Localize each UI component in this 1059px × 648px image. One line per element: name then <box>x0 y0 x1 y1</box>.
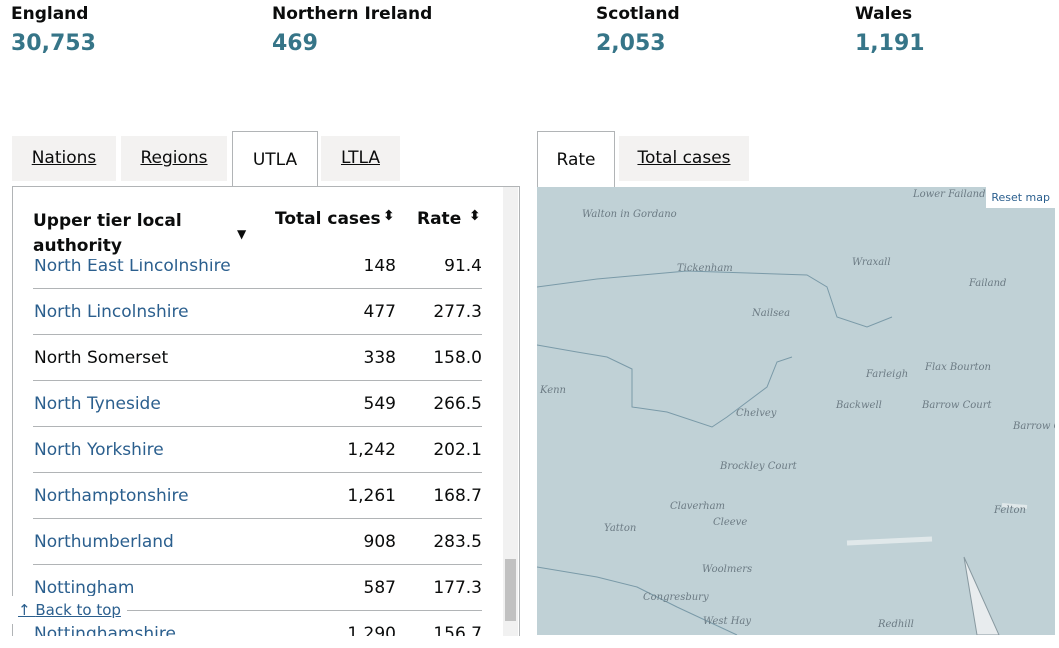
tab[interactable]: Total cases <box>619 136 749 181</box>
map-label: Congresbury <box>643 592 709 603</box>
tab[interactable]: Rate <box>537 131 615 188</box>
arrow-icon: ↑ <box>18 601 36 619</box>
tab[interactable]: Regions <box>121 136 227 181</box>
total-cases: 908 <box>363 532 396 552</box>
total-cases: 1,242 <box>347 440 396 460</box>
table-row: Nottinghamshire 1,290 156.7 <box>33 611 482 636</box>
map[interactable]: Lower Failand Walton in Gordano Tickenham W… <box>537 187 1055 635</box>
header-cases[interactable]: Total cases <box>275 209 381 229</box>
map-label: Yatton <box>604 523 636 534</box>
total-cases: 587 <box>363 578 396 598</box>
back-to-top-text[interactable]: Back to top <box>35 601 121 619</box>
area-link[interactable]: North Yorkshire <box>34 440 164 460</box>
nation: England 30,753 <box>11 4 96 56</box>
tab[interactable]: UTLA <box>232 131 318 188</box>
map-label: Claverham <box>670 501 725 512</box>
header-rate[interactable]: Rate <box>417 209 462 229</box>
area-link[interactable]: Nottinghamshire <box>34 624 176 636</box>
nation-value: 469 <box>272 31 318 56</box>
total-cases: 549 <box>363 394 396 414</box>
nation-value: 30,753 <box>11 31 96 56</box>
sort-icon: ⬍ <box>469 208 481 224</box>
map-label: Tickenham <box>677 263 733 274</box>
nation: Scotland 2,053 <box>596 4 680 56</box>
nation: Northern Ireland 469 <box>272 4 432 56</box>
table-row: Nottingham 587 177.3 <box>33 565 482 611</box>
table-row: North Somerset 338 158.0 <box>33 335 482 381</box>
map-label: Lower Failand <box>912 189 986 200</box>
rate: 177.3 <box>433 578 482 598</box>
sort-icon: ⬍ <box>383 208 395 224</box>
map-label: Redhill <box>877 619 914 630</box>
total-cases: 477 <box>363 302 396 322</box>
map-label: West Hay <box>703 616 751 627</box>
area-link[interactable]: Nottingham <box>34 578 135 598</box>
rate: 277.3 <box>433 302 482 322</box>
map-label: Failand <box>968 278 1006 289</box>
nation-name: England <box>11 4 89 24</box>
rate: 158.0 <box>433 348 482 368</box>
map-label: Walton in Gordano <box>582 209 677 220</box>
total-cases: 1,261 <box>347 486 396 506</box>
map-label: Woolmers <box>702 564 752 575</box>
area-link[interactable]: North Somerset <box>34 348 169 368</box>
total-cases: 1,290 <box>347 624 396 636</box>
map-label: Chelvey <box>736 408 777 419</box>
rate: 168.7 <box>433 486 482 506</box>
tab[interactable]: LTLA <box>321 136 400 181</box>
scrollbar[interactable] <box>503 187 518 636</box>
map-label: Backwell <box>835 400 882 411</box>
map-label: Kenn <box>539 385 566 396</box>
rate: 156.7 <box>433 624 482 636</box>
rate: 283.5 <box>433 532 482 552</box>
map-label: Cleeve <box>713 517 747 528</box>
table-row: Northumberland 908 283.5 <box>33 519 482 565</box>
table-panel: North East Lincolnshire 148 91.4 North Linc… <box>12 186 520 636</box>
table-row: North Tyneside 549 266.5 <box>33 381 482 427</box>
total-cases: 148 <box>363 256 396 276</box>
table-rows: North East Lincolnshire 148 91.4 North Linc… <box>33 187 482 636</box>
map-label: Barrow Court <box>921 400 993 411</box>
table-row: North East Lincolnshire 148 91.4 <box>33 243 482 289</box>
sort-icon: ▼ <box>237 227 247 241</box>
table-row: North Lincolnshire 477 277.3 <box>33 289 482 335</box>
nation-value: 1,191 <box>855 31 925 56</box>
area-link[interactable]: North East Lincolnshire <box>34 256 231 276</box>
scroll-thumb[interactable] <box>505 559 516 621</box>
area-link[interactable]: North Tyneside <box>34 394 161 414</box>
map-shape <box>963 556 1000 635</box>
nation-name: Wales <box>855 4 913 24</box>
nation: Wales 1,191 <box>855 4 925 56</box>
rate: 202.1 <box>433 440 482 460</box>
nation-name: Northern Ireland <box>272 4 433 24</box>
table-row: Northamptonshire 1,261 168.7 <box>33 473 482 519</box>
rate: 266.5 <box>433 394 482 414</box>
map-label: Barrow Gurney <box>1012 421 1055 432</box>
area-link[interactable]: North Lincolnshire <box>34 302 189 322</box>
rate: 91.4 <box>444 256 482 276</box>
area-link[interactable]: Northamptonshire <box>34 486 189 506</box>
map-label: Farleigh <box>865 369 908 380</box>
header-name[interactable]: Upper tier local authority <box>33 211 182 256</box>
nation-name: Scotland <box>596 4 680 24</box>
table-header: Upper tier local authority ▼ Total cases… <box>13 187 503 259</box>
nation-value: 2,053 <box>596 31 666 56</box>
table-row: North Yorkshire 1,242 202.1 <box>33 427 482 473</box>
area-link[interactable]: Northumberland <box>34 532 174 552</box>
back-to-top[interactable]: ↑ Back to top <box>12 596 127 624</box>
map-canvas: Lower Failand Walton in Gordano Tickenham W… <box>537 189 1055 635</box>
map-label: Brockley Court <box>719 461 798 472</box>
map-label: Flax Bourton <box>924 362 991 373</box>
map-label: Wraxall <box>852 257 891 268</box>
map-label: Felton <box>993 505 1026 516</box>
map-label: Nailsea <box>751 308 790 319</box>
total-cases: 338 <box>363 348 396 368</box>
reset-map-button[interactable]: Reset map <box>986 187 1055 208</box>
tab[interactable]: Nations <box>12 136 116 181</box>
map-labels: Lower Failand Walton in Gordano Tickenham W… <box>539 189 1055 630</box>
map-roads <box>537 270 1028 635</box>
